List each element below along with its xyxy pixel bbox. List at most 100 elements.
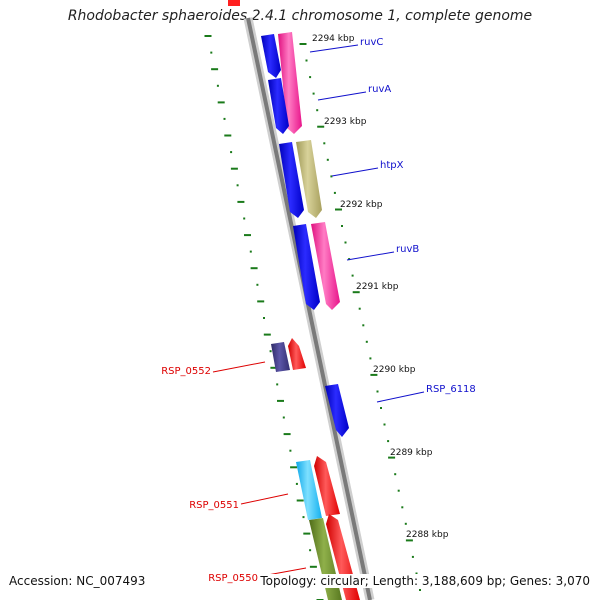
gene-label-RSP_6118[interactable]: RSP_6118 bbox=[426, 384, 476, 395]
kbp-label: 2292 kbp bbox=[340, 200, 383, 210]
minor-tick bbox=[309, 76, 312, 79]
major-tick bbox=[270, 366, 278, 369]
major-tick bbox=[317, 125, 325, 128]
cds-RSP_6118 bbox=[325, 384, 349, 437]
kbp-label: 2294 kbp bbox=[312, 34, 355, 44]
minor-tick bbox=[415, 572, 418, 575]
tick-marks-left bbox=[204, 35, 324, 600]
minor-tick bbox=[249, 250, 252, 253]
map-title: Rhodobacter sphaeroides 2.4.1 chromosome… bbox=[67, 8, 533, 24]
feature-partial-top bbox=[228, 0, 240, 6]
kbp-label: 2291 kbp bbox=[356, 282, 399, 292]
gene-ruvC bbox=[278, 32, 302, 134]
minor-tick bbox=[269, 350, 272, 353]
minor-tick bbox=[309, 549, 312, 552]
minor-tick bbox=[348, 258, 351, 261]
minor-tick bbox=[358, 307, 361, 310]
minor-tick bbox=[302, 516, 305, 519]
minor-tick bbox=[341, 225, 343, 227]
major-tick bbox=[224, 134, 232, 137]
gene-RSP_0551-b bbox=[314, 456, 340, 516]
minor-tick bbox=[216, 84, 219, 87]
minor-tick bbox=[397, 489, 400, 492]
minor-tick bbox=[282, 416, 285, 419]
kbp-label: 2289 kbp bbox=[390, 448, 433, 458]
major-tick bbox=[230, 167, 238, 170]
minor-tick bbox=[376, 390, 379, 393]
gene-label-RSP_0552[interactable]: RSP_0552 bbox=[161, 366, 211, 377]
leader-lines bbox=[212, 44, 425, 577]
major-tick bbox=[405, 539, 413, 542]
minor-tick bbox=[362, 324, 365, 327]
gene-label-RSP_0550[interactable]: RSP_0550 bbox=[208, 573, 258, 584]
minor-tick bbox=[387, 440, 390, 443]
major-tick bbox=[388, 456, 396, 459]
major-tick bbox=[263, 333, 271, 336]
minor-tick bbox=[223, 117, 226, 120]
gene-labels: ruvC ruvA htpX ruvB RSP_6118 RSP_0552 RS… bbox=[161, 37, 476, 584]
major-tick bbox=[296, 499, 304, 502]
major-tick bbox=[244, 234, 251, 237]
minor-tick bbox=[295, 482, 298, 485]
major-tick bbox=[257, 300, 265, 303]
cds-ruvC bbox=[261, 34, 281, 78]
major-tick bbox=[211, 68, 219, 71]
gene-RSP_0552-b bbox=[288, 338, 306, 370]
minor-tick bbox=[263, 317, 265, 319]
gene-htpX bbox=[296, 140, 322, 218]
major-tick bbox=[250, 267, 258, 270]
major-tick bbox=[352, 291, 360, 294]
minor-tick bbox=[312, 92, 315, 95]
major-tick bbox=[277, 399, 284, 402]
gene-label-ruvA[interactable]: ruvA bbox=[368, 84, 391, 95]
accession-text: Accession: NC_007493 bbox=[9, 574, 146, 588]
minor-tick bbox=[380, 407, 382, 409]
major-tick bbox=[237, 200, 245, 203]
minor-tick bbox=[394, 473, 397, 476]
minor-tick bbox=[344, 241, 347, 244]
minor-tick bbox=[210, 51, 213, 54]
minor-tick bbox=[316, 109, 319, 112]
minor-tick bbox=[411, 555, 414, 558]
minor-tick bbox=[305, 59, 308, 62]
major-tick bbox=[217, 101, 225, 104]
minor-tick bbox=[401, 506, 404, 509]
major-tick bbox=[299, 43, 307, 45]
gene-label-ruvB[interactable]: ruvB bbox=[396, 244, 419, 255]
gene-label-htpX[interactable]: htpX bbox=[380, 160, 404, 171]
kbp-label: 2288 kbp bbox=[406, 530, 449, 540]
major-tick bbox=[335, 208, 342, 211]
kbp-label: 2293 kbp bbox=[324, 117, 367, 127]
cds-htpX bbox=[279, 142, 304, 218]
minor-tick bbox=[289, 449, 292, 452]
gene-RSP_0552-a bbox=[271, 342, 290, 372]
genome-summary-text: Topology: circular; Length: 3,188,609 bp… bbox=[258, 574, 590, 588]
minor-tick bbox=[351, 274, 354, 277]
minor-tick bbox=[276, 383, 279, 386]
minor-tick bbox=[419, 589, 421, 591]
minor-tick bbox=[256, 283, 259, 286]
minor-tick bbox=[383, 423, 386, 426]
gene-label-RSP_0551[interactable]: RSP_0551 bbox=[189, 500, 239, 511]
tick-marks-right bbox=[299, 43, 421, 591]
backbone bbox=[246, 17, 372, 600]
minor-tick bbox=[326, 158, 329, 161]
gene-RSP_0551-a bbox=[296, 460, 322, 520]
major-tick bbox=[283, 433, 291, 436]
minor-tick bbox=[323, 142, 326, 145]
cds-ruvB bbox=[293, 224, 320, 310]
minor-tick bbox=[369, 357, 372, 360]
minor-tick bbox=[243, 217, 246, 220]
major-tick bbox=[303, 532, 311, 535]
minor-tick bbox=[230, 151, 233, 154]
kbp-label: 2290 kbp bbox=[373, 365, 416, 375]
gene-label-ruvC[interactable]: ruvC bbox=[360, 37, 383, 48]
major-tick bbox=[370, 373, 378, 376]
major-tick bbox=[309, 565, 317, 568]
major-tick bbox=[204, 35, 212, 37]
major-tick bbox=[290, 466, 298, 469]
minor-tick bbox=[333, 191, 336, 194]
gene-ruvB bbox=[311, 222, 340, 310]
minor-tick bbox=[236, 184, 239, 187]
